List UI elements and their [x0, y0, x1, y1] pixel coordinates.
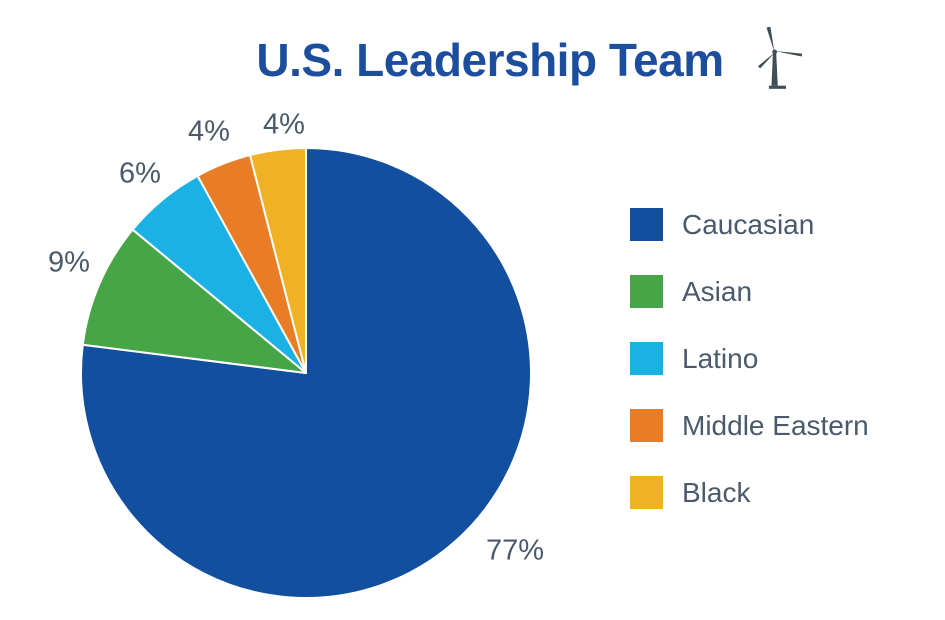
slice-label-caucasian: 77%	[485, 534, 545, 567]
slice-label-asian: 9%	[48, 246, 90, 279]
legend-swatch-black	[630, 476, 663, 509]
pie-slice-caucasian	[80, 147, 532, 599]
legend-label-latino: Latino	[682, 342, 759, 374]
legend-swatch-caucasian	[630, 208, 663, 241]
legend-swatch-latino	[630, 342, 663, 375]
slice-label-middle-eastern: 4%	[188, 115, 230, 148]
legend-label-caucasian: Caucasian	[682, 208, 815, 240]
legend-swatch-asian	[630, 275, 663, 308]
slice-label-latino: 6%	[119, 157, 161, 190]
page-title: U.S. Leadership Team	[256, 34, 724, 86]
pie-slice-asian	[81, 228, 307, 374]
legend-swatch-middle-eastern	[630, 409, 663, 442]
legend-item-middle-eastern: Middle Eastern	[630, 409, 869, 442]
legend-label-black: Black	[682, 476, 751, 508]
legend: Caucasian Asian Latino Middle Eastern Black	[630, 208, 869, 543]
legend-label-middle-eastern: Middle Eastern	[682, 409, 869, 441]
legend-item-latino: Latino	[630, 342, 869, 375]
legend-item-black: Black	[630, 476, 869, 509]
wind-turbine-icon	[758, 26, 803, 89]
legend-item-asian: Asian	[630, 275, 869, 308]
pie-slice-black	[249, 147, 307, 374]
pie-chart	[80, 147, 532, 599]
legend-label-asian: Asian	[682, 275, 753, 307]
slice-label-black: 4%	[263, 108, 305, 141]
legend-item-caucasian: Caucasian	[630, 208, 869, 241]
